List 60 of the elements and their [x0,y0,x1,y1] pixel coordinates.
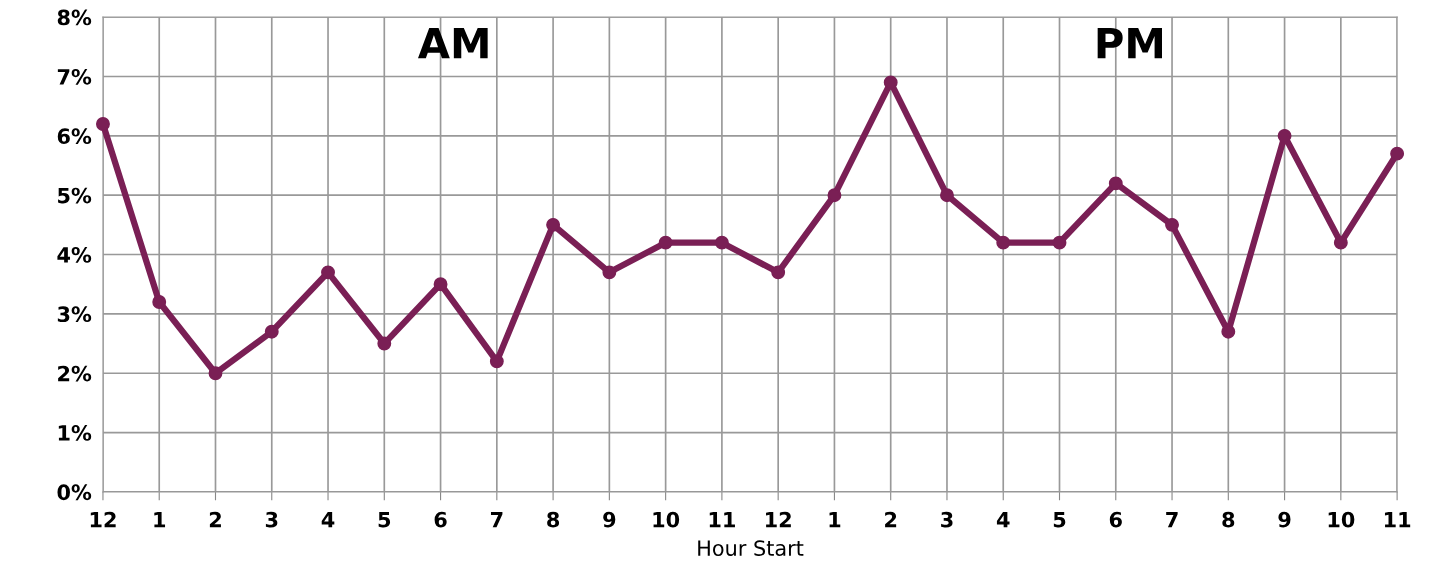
x-tick-label: 2 [885,511,897,528]
point [96,117,110,131]
point [602,265,617,280]
point [1108,176,1123,191]
x-tick-label: 4 [996,512,1010,528]
point [996,235,1011,250]
x-tick-label: 1 [154,512,166,528]
y-tick-label: 3% [57,306,92,323]
x-tick-label: 5 [378,512,391,528]
x-tick-label: 11 [1384,512,1411,528]
x-tick-label: 6 [1109,511,1122,528]
point [152,295,167,309]
point [489,354,504,369]
x-tick-label: 10 [653,511,680,528]
y-tick-label: 5% [58,187,92,204]
point [771,265,786,280]
y-tick-label: 4% [57,246,92,263]
y-tick-label: 7% [57,68,92,85]
point [658,235,673,250]
x-tick-label: 7 [490,512,503,528]
x-tick-label: 10 [1328,511,1355,528]
y-tick-label: 1% [58,425,92,441]
x-tick-label: 3 [265,511,278,528]
point [264,324,279,339]
x-tick-label: 11 [709,512,735,528]
x-tick-label: 3 [941,511,953,528]
x-tick-label: 7 [1166,512,1178,528]
x-tick-label: 4 [321,512,335,528]
point [377,336,392,351]
point [208,366,223,381]
y-tick-label: 6% [57,128,92,145]
x-tick-label: 12 [766,511,791,528]
x-tick-label: 6 [434,511,447,528]
x-axis-title: Hour Start [698,540,804,556]
x-tick-label: 2 [209,511,221,528]
x-tick-label: 8 [547,511,560,528]
point [1333,235,1348,250]
point [940,188,954,203]
x-tick-label: 8 [1222,511,1235,528]
point [883,75,898,90]
point [433,277,448,292]
y-tick-label: 8% [57,9,92,26]
point [827,188,842,203]
point [1390,146,1405,161]
point [546,217,561,232]
annotation: AM [417,27,488,59]
y-tick-label: 0% [57,484,92,501]
point [714,235,729,250]
annotation: PM [1097,27,1162,59]
point [321,265,335,280]
x-tick-label: 1 [829,512,841,528]
point [1052,235,1067,250]
point [1277,128,1292,143]
point [1165,217,1179,232]
x-tick-label: 9 [603,511,616,528]
x-tick-label: 9 [1278,511,1291,528]
x-tick-label: 5 [1053,512,1066,528]
x-tick-label: 12 [90,511,116,528]
y-tick-label: 2% [58,365,92,382]
point [1221,324,1236,339]
